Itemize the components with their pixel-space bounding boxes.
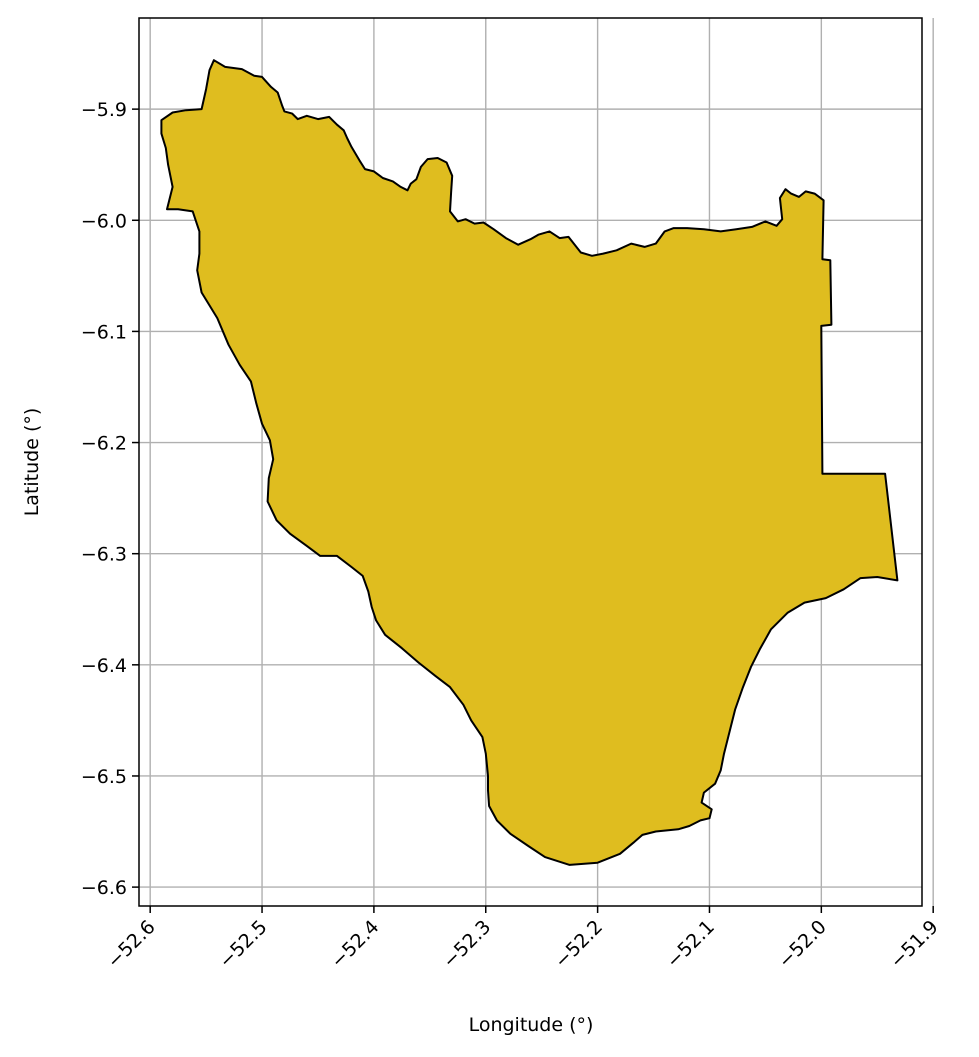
y-tick-label: −6.5 [81, 766, 127, 788]
y-tick-label: −6.0 [81, 210, 127, 232]
y-tick-label: −6.3 [81, 544, 127, 566]
municipality-region [160, 59, 899, 866]
y-tick-label: −6.1 [81, 321, 127, 343]
plot-frame [138, 17, 923, 907]
y-tick-label: −6.4 [81, 655, 127, 677]
y-tick-label: −6.6 [81, 877, 127, 899]
y-axis-title: Latitude (°) [21, 408, 43, 517]
y-tick-label: −6.2 [81, 433, 127, 455]
y-axis-ticks: −5.9 −6.0 −6.1 −6.2 −6.3 −6.4 −6.5 −6.6 [81, 99, 139, 899]
x-axis-title: Longitude (°) [469, 1014, 594, 1036]
y-tick-label: −5.9 [81, 99, 127, 121]
